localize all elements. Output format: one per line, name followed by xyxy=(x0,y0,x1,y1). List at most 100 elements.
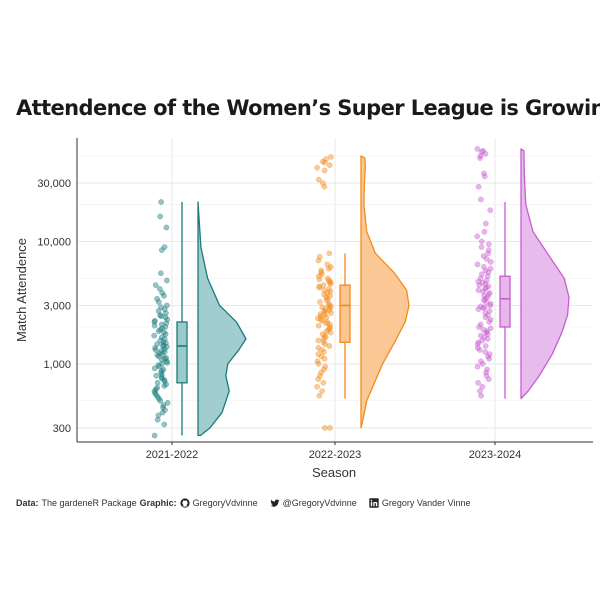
data-point xyxy=(322,341,328,347)
series-2022-2023 xyxy=(314,154,410,431)
x-tick-label: 2021-2022 xyxy=(146,449,199,461)
data-point xyxy=(474,146,481,152)
data-point xyxy=(161,346,168,352)
data-point xyxy=(475,287,482,294)
data-point xyxy=(475,379,481,386)
data-point xyxy=(328,310,334,316)
data-point xyxy=(486,319,493,325)
y-tick-label: 1,000 xyxy=(43,359,71,371)
data-point xyxy=(321,332,328,339)
data-point xyxy=(478,196,484,203)
data-point xyxy=(474,233,480,240)
density-cloud xyxy=(360,155,410,429)
data-point xyxy=(477,155,483,161)
data-point xyxy=(481,173,488,180)
y-tick-label: 3,000 xyxy=(43,300,71,312)
data-point xyxy=(324,297,330,304)
data-point xyxy=(321,291,328,298)
data-point xyxy=(478,392,484,399)
data-point xyxy=(316,392,323,399)
data-point xyxy=(158,270,164,277)
data-point xyxy=(477,388,483,394)
data-point xyxy=(485,241,492,248)
caption-data-source: The gardeneR Package xyxy=(41,498,137,508)
box-iqr xyxy=(499,275,511,328)
data-point xyxy=(480,305,487,312)
data-point xyxy=(321,349,327,355)
data-point xyxy=(315,176,322,183)
caption-linkedin-name: Gregory Vander Vinne xyxy=(381,498,471,508)
data-point xyxy=(323,314,330,321)
caption-github-handle: GregoryVdvinne xyxy=(192,498,258,508)
data-point xyxy=(484,331,491,337)
data-point xyxy=(154,416,161,423)
data-point xyxy=(315,337,322,344)
data-point xyxy=(321,425,328,431)
data-point xyxy=(162,324,169,330)
data-point xyxy=(317,299,323,305)
box-iqr xyxy=(339,284,351,343)
data-point xyxy=(482,314,489,321)
data-point xyxy=(154,379,161,386)
data-point xyxy=(164,277,170,284)
data-point xyxy=(482,150,489,157)
data-point xyxy=(152,347,159,353)
y-tick-label: 300 xyxy=(53,423,71,435)
data-point xyxy=(321,366,327,373)
data-point xyxy=(321,308,328,314)
data-point xyxy=(480,264,487,270)
data-point xyxy=(328,154,334,160)
data-point xyxy=(487,259,494,265)
data-point xyxy=(476,324,482,330)
data-point xyxy=(161,383,168,389)
data-point xyxy=(157,397,164,404)
data-point xyxy=(159,409,166,416)
data-point xyxy=(483,299,490,305)
data-point xyxy=(151,365,158,372)
data-point xyxy=(327,329,334,336)
data-point xyxy=(155,412,162,419)
x-tick-label: 2023-2024 xyxy=(469,449,522,461)
data-point xyxy=(475,306,482,312)
data-point xyxy=(487,302,494,309)
density-cloud xyxy=(520,148,570,400)
data-point xyxy=(151,322,158,329)
data-point xyxy=(478,244,485,250)
data-point xyxy=(481,292,488,299)
data-point xyxy=(161,378,168,385)
data-point xyxy=(327,288,334,295)
data-point xyxy=(484,336,491,342)
linkedin-icon xyxy=(369,498,379,508)
data-point xyxy=(315,361,322,367)
data-point xyxy=(485,250,492,257)
data-point xyxy=(152,282,159,288)
data-point xyxy=(162,310,169,316)
data-point xyxy=(482,343,489,349)
data-point xyxy=(482,267,489,274)
y-axis-title: Match Attendence xyxy=(14,238,29,342)
data-point xyxy=(479,361,486,367)
data-point xyxy=(474,261,481,268)
data-point xyxy=(326,250,333,257)
data-point xyxy=(318,271,325,278)
data-point xyxy=(485,291,492,298)
data-point xyxy=(317,372,323,379)
data-point xyxy=(315,257,322,264)
caption-graphic-label: Graphic: xyxy=(139,498,177,508)
data-point xyxy=(484,366,490,373)
data-point xyxy=(151,332,158,339)
data-point xyxy=(321,167,328,174)
box-iqr xyxy=(176,321,188,384)
data-point xyxy=(156,286,163,292)
y-tick-label: 10,000 xyxy=(37,236,71,248)
data-point xyxy=(158,199,164,205)
data-point xyxy=(155,328,162,335)
data-point xyxy=(482,220,489,227)
data-point xyxy=(475,278,482,285)
density-cloud xyxy=(197,201,247,437)
data-point xyxy=(479,337,486,344)
twitter-icon xyxy=(270,499,280,507)
data-point xyxy=(158,334,165,341)
data-point xyxy=(162,331,169,337)
